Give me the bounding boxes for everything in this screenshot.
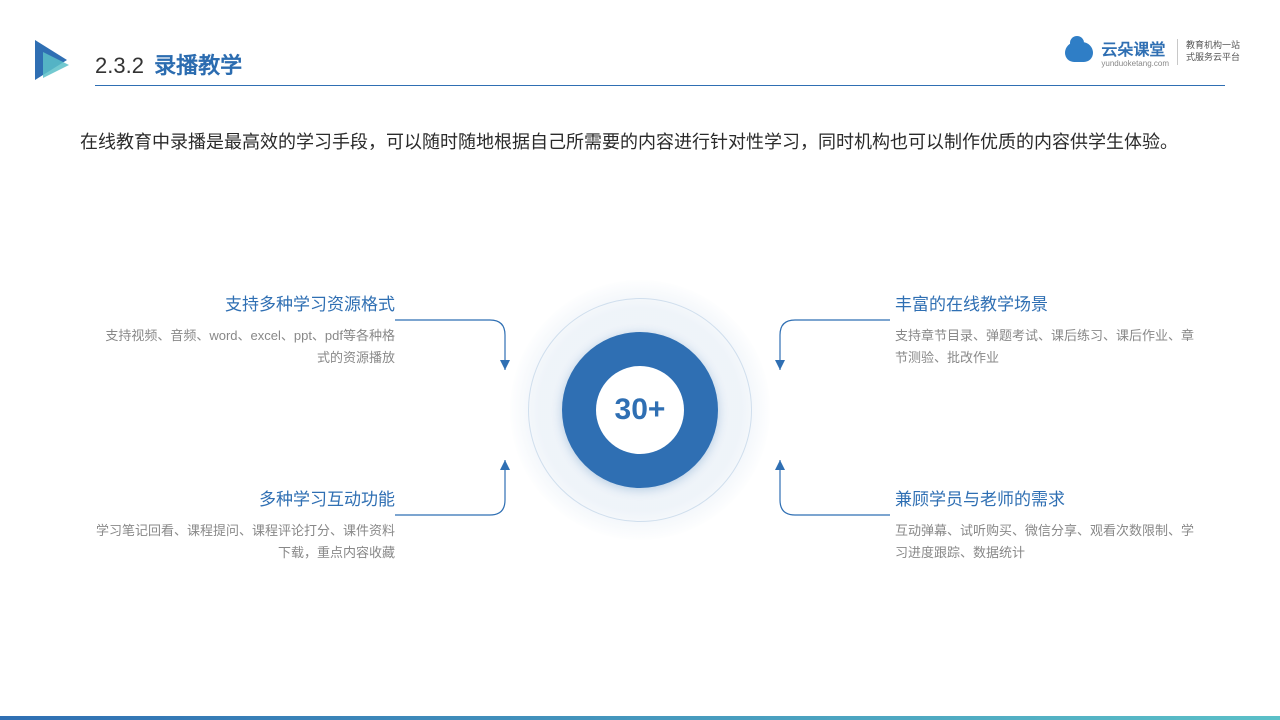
section-title: 2.3.2 录播教学 — [95, 48, 242, 80]
feature-bottom-right: 兼顾学员与老师的需求 互动弹幕、试听购买、微信分享、观看次数限制、学习进度跟踪、… — [895, 485, 1195, 564]
feature-desc: 学习笔记回看、课程提问、课程评论打分、课件资料下载，重点内容收藏 — [95, 520, 395, 564]
logo-tagline: 教育机构一站 式服务云平台 — [1186, 40, 1240, 63]
feature-desc: 支持视频、音频、word、excel、ppt、pdf等各种格式的资源播放 — [95, 325, 395, 369]
logo-divider — [1177, 39, 1178, 65]
section-name: 录播教学 — [154, 53, 242, 78]
logo-text: 云朵课堂 — [1101, 36, 1169, 60]
slide-header: 2.3.2 录播教学 云朵课堂 yunduoketang.com 教育机构一站 … — [0, 30, 1280, 90]
feature-top-left: 支持多种学习资源格式 支持视频、音频、word、excel、ppt、pdf等各种… — [95, 290, 395, 369]
center-ring: 30+ — [540, 310, 740, 510]
logo-url: yunduoketang.com — [1101, 60, 1169, 68]
ring-value: 30+ — [596, 366, 684, 454]
feature-desc: 支持章节目录、弹题考试、课后练习、课后作业、章节测验、批改作业 — [895, 325, 1195, 369]
feature-title: 兼顾学员与老师的需求 — [895, 485, 1195, 510]
title-underline — [95, 85, 1225, 86]
section-number: 2.3.2 — [95, 53, 144, 78]
brand-logo: 云朵课堂 yunduoketang.com 教育机构一站 式服务云平台 — [1065, 36, 1240, 68]
feature-top-right: 丰富的在线教学场景 支持章节目录、弹题考试、课后练习、课后作业、章节测验、批改作… — [895, 290, 1195, 369]
feature-desc: 互动弹幕、试听购买、微信分享、观看次数限制、学习进度跟踪、数据统计 — [895, 520, 1195, 564]
bottom-accent-bar — [0, 716, 1280, 720]
feature-bottom-left: 多种学习互动功能 学习笔记回看、课程提问、课程评论打分、课件资料下载，重点内容收… — [95, 485, 395, 564]
cloud-icon — [1065, 42, 1093, 62]
feature-title: 支持多种学习资源格式 — [95, 290, 395, 315]
intro-paragraph: 在线教育中录播是最高效的学习手段，可以随时随地根据自己所需要的内容进行针对性学习… — [80, 125, 1220, 159]
play-triangle-icon — [35, 40, 77, 80]
feature-title: 丰富的在线教学场景 — [895, 290, 1195, 315]
feature-title: 多种学习互动功能 — [95, 485, 395, 510]
